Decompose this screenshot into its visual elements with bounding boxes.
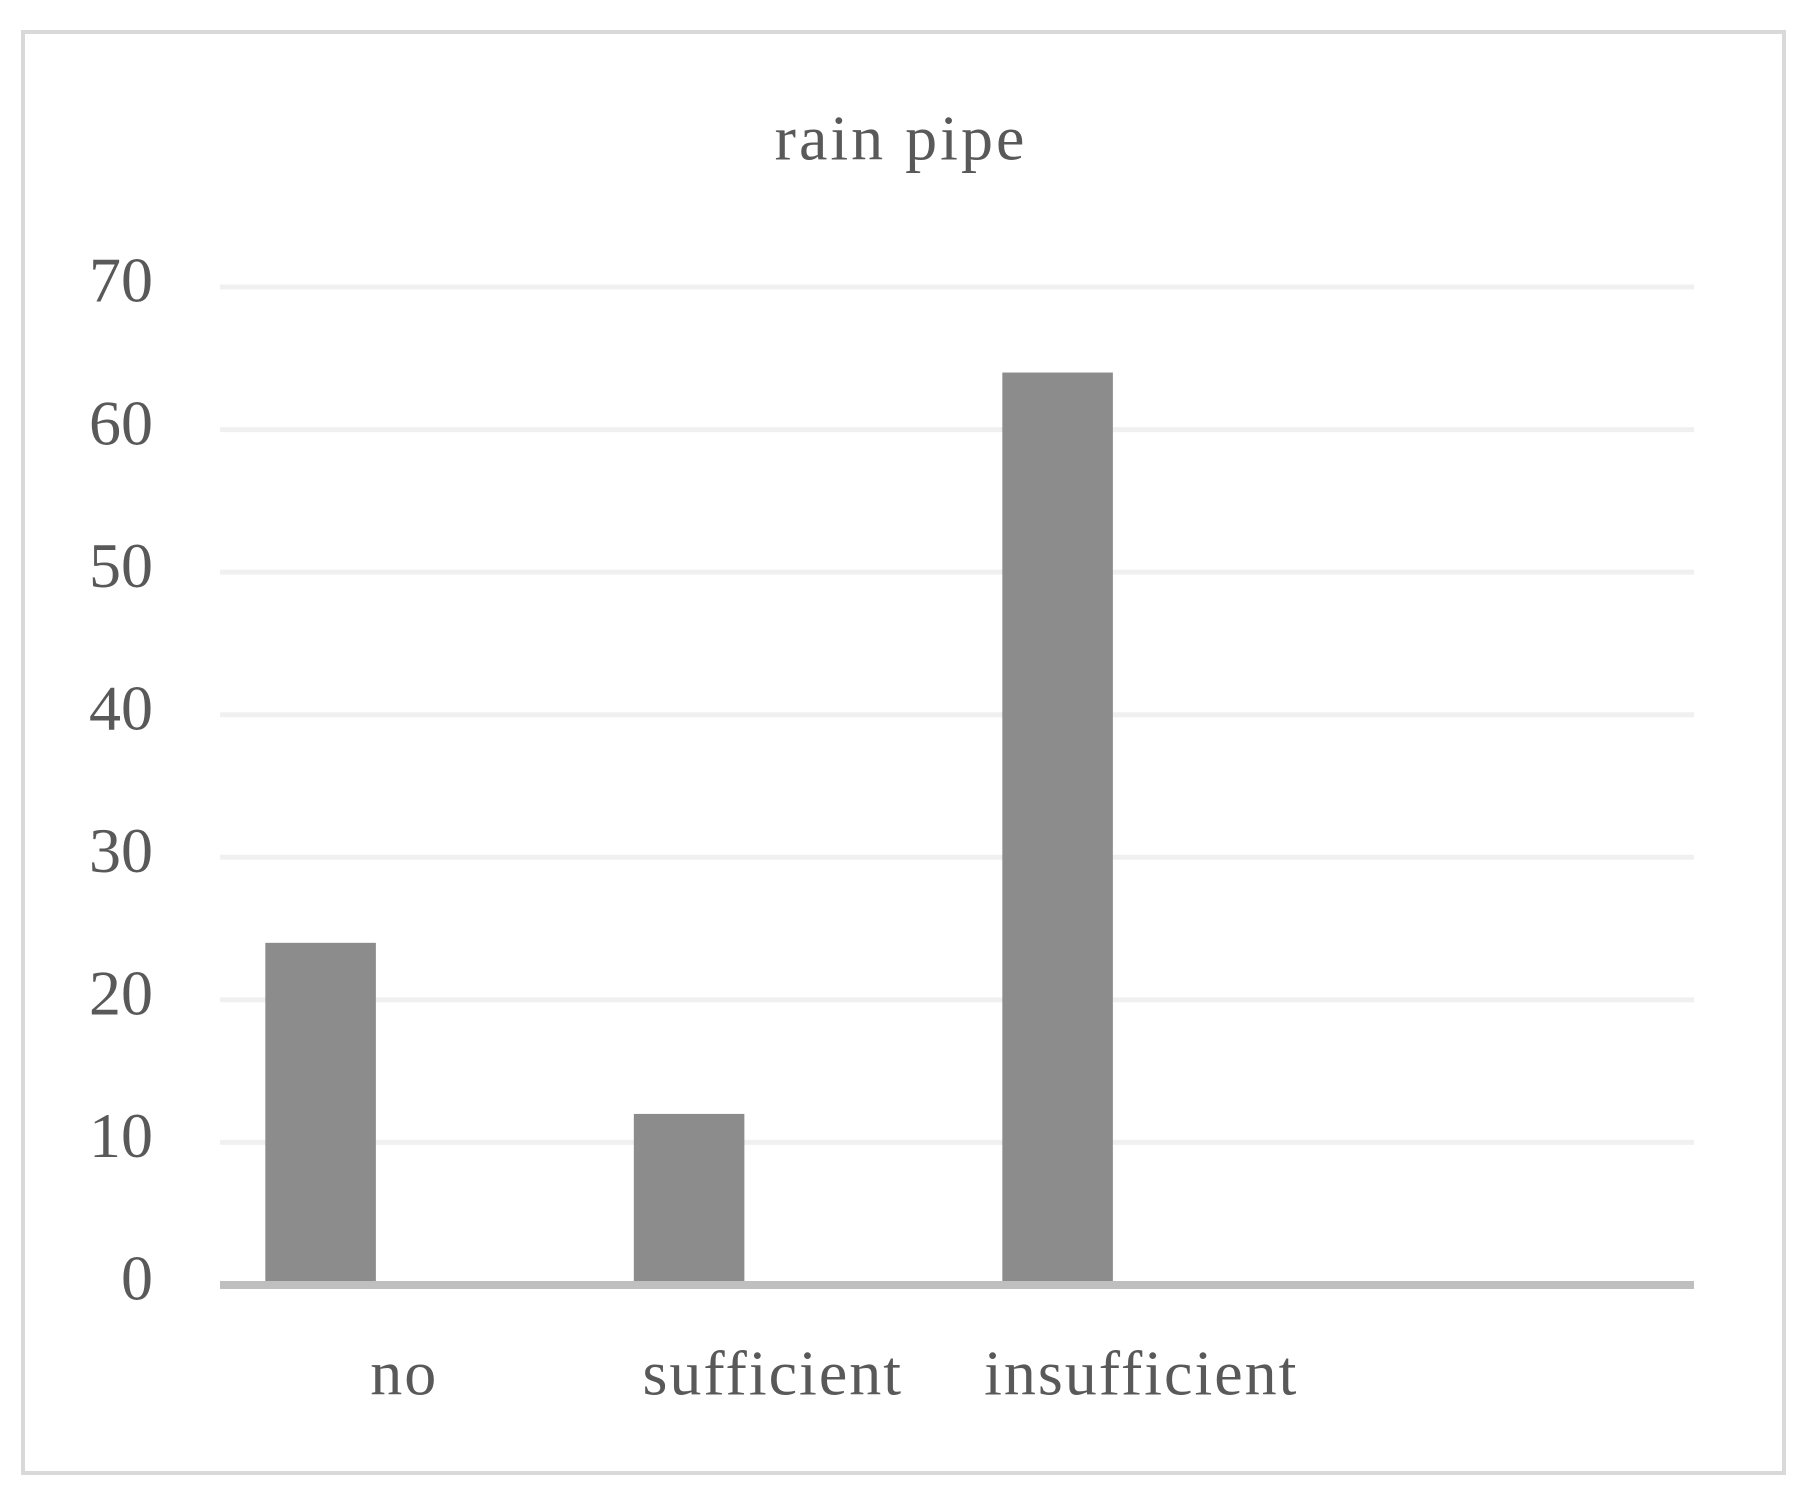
y-tick-label: 70 bbox=[89, 245, 153, 316]
chart-title: rain pipe bbox=[775, 103, 1028, 174]
y-tick-label: 30 bbox=[89, 815, 153, 886]
y-tick-label: 60 bbox=[89, 387, 153, 458]
x-tick-label: insufficient bbox=[984, 1338, 1298, 1409]
y-tick-label: 10 bbox=[89, 1100, 153, 1171]
bar bbox=[265, 942, 376, 1285]
bar bbox=[633, 1113, 745, 1285]
bar bbox=[1002, 372, 1113, 1285]
x-tick-label: sufficient bbox=[642, 1338, 903, 1409]
y-tick-label: 50 bbox=[89, 530, 153, 601]
y-tick-label: 0 bbox=[121, 1243, 153, 1314]
x-tick-label: no bbox=[370, 1338, 438, 1409]
y-tick-label: 40 bbox=[89, 672, 153, 743]
y-tick-label: 20 bbox=[89, 958, 153, 1029]
